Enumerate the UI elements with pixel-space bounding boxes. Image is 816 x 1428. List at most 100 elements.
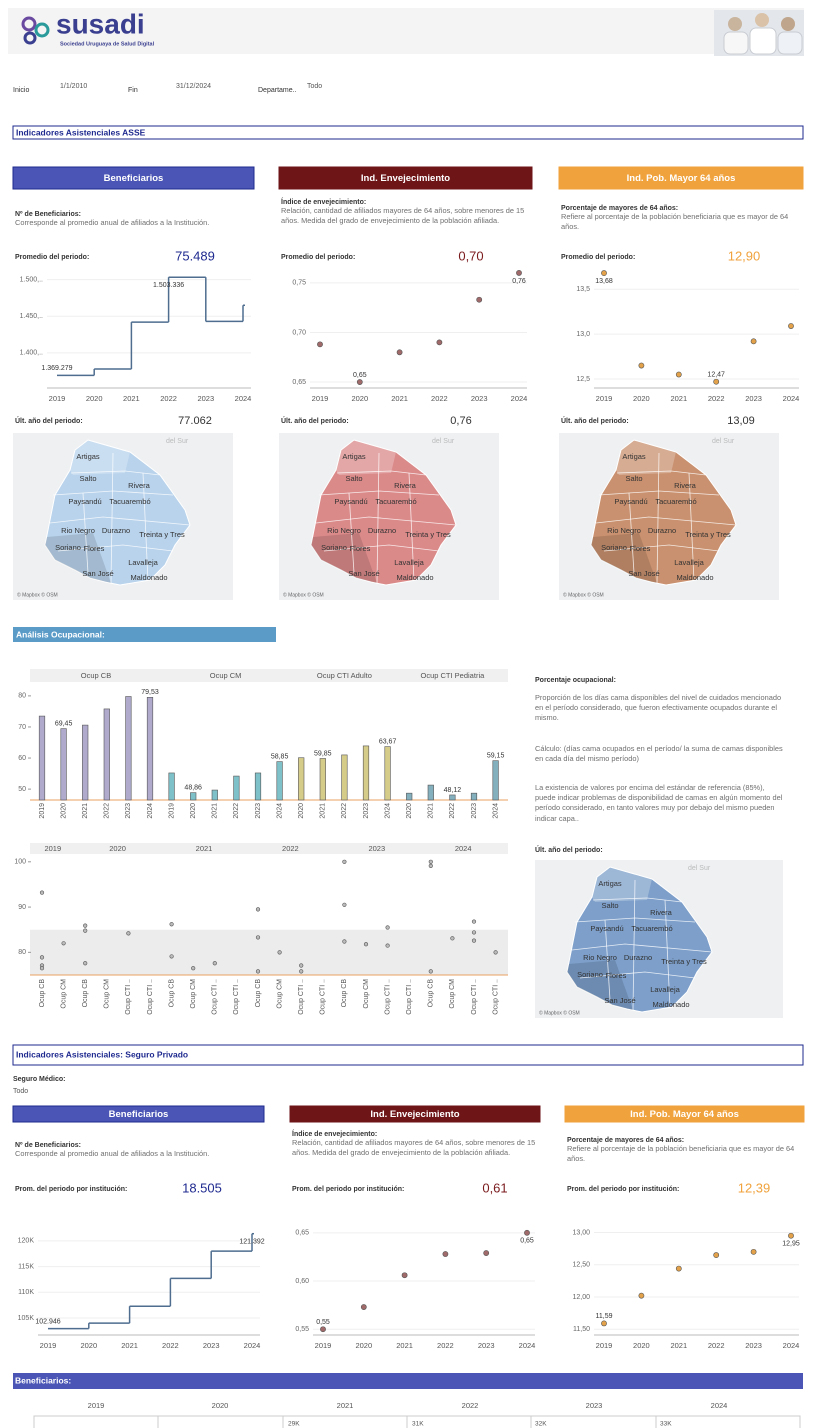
column-header: 2022 bbox=[462, 1401, 479, 1410]
data-point bbox=[277, 950, 282, 955]
data-point bbox=[713, 378, 720, 385]
avg-label: Promedio del periodo: bbox=[561, 254, 635, 261]
map-label: Rivera bbox=[674, 481, 697, 490]
table-cell: 29K bbox=[288, 1421, 300, 1428]
column-label: Ocup CM bbox=[190, 979, 197, 1009]
x-tick-label: 2021 bbox=[670, 1341, 687, 1350]
x-tick-label: 2023 bbox=[478, 1341, 495, 1350]
desc-title: Índice de envejecimiento: bbox=[292, 1129, 377, 1138]
desc-title: Porcentaje de mayores de 64 años: bbox=[561, 205, 678, 212]
year-label: 2019 bbox=[44, 844, 61, 853]
region-shape bbox=[591, 533, 657, 583]
column-label: Ocup CTI .. bbox=[125, 979, 132, 1015]
text-title: Porcentaje ocupacional: bbox=[535, 677, 616, 684]
data-label: 59,85 bbox=[314, 750, 332, 757]
section-title: Análisis Ocupacional: bbox=[16, 629, 105, 639]
column-header: 2021 bbox=[337, 1401, 354, 1410]
x-tick-label: 2023 bbox=[745, 1341, 762, 1350]
data-point bbox=[317, 341, 323, 348]
column-label: Ocup CTI .. bbox=[233, 979, 240, 1015]
avg-value: 18.505 bbox=[182, 1180, 222, 1195]
region-border bbox=[628, 492, 635, 574]
data-point bbox=[396, 349, 403, 356]
data-label: 12,95 bbox=[782, 1241, 800, 1248]
avg-value: 12,39 bbox=[738, 1180, 771, 1195]
bar bbox=[276, 761, 283, 801]
map-label: Treinta y Tres bbox=[661, 957, 707, 966]
panel-header bbox=[12, 166, 255, 190]
y-tick-label: 50 bbox=[18, 786, 26, 793]
map-label: Artigas bbox=[342, 452, 366, 461]
paragraph: Proporción de los días cama disponibles … bbox=[535, 693, 782, 723]
logo-ring bbox=[23, 31, 37, 45]
x-tick-label: 2022 bbox=[437, 1341, 454, 1350]
x-tick-label: 2019 bbox=[168, 803, 175, 819]
column-label: Ocup CTI .. bbox=[471, 979, 478, 1015]
y-tick-label: 13,5 bbox=[576, 286, 590, 293]
region-border bbox=[323, 544, 440, 552]
year-label: 2021 bbox=[196, 844, 213, 853]
region-border bbox=[598, 490, 720, 496]
column-header: 2019 bbox=[88, 1401, 105, 1410]
x-tick-label: 2023 bbox=[363, 803, 370, 819]
map-label: Artigas bbox=[622, 452, 646, 461]
x-tick-label: 2019 bbox=[40, 1341, 57, 1350]
data-point bbox=[255, 969, 261, 974]
data-point bbox=[442, 1251, 449, 1257]
column-header: 2024 bbox=[711, 1401, 728, 1410]
region-shape bbox=[616, 440, 676, 475]
map-label: San José bbox=[82, 569, 113, 578]
column-label: Ocup CM bbox=[104, 979, 111, 1009]
column-label: Ocup CB bbox=[168, 979, 175, 1008]
avg-value: 12,90 bbox=[728, 248, 761, 263]
data-point bbox=[299, 969, 304, 974]
x-tick-label: 2024 bbox=[519, 1341, 536, 1350]
bar bbox=[103, 708, 110, 801]
x-tick-label: 2022 bbox=[341, 803, 348, 819]
x-tick-label: 2020 bbox=[60, 803, 67, 819]
year-header-row bbox=[30, 843, 508, 854]
map-label: Salto bbox=[345, 474, 362, 483]
map-label: Paysandú bbox=[590, 924, 623, 933]
x-tick-label: 2024 bbox=[492, 803, 499, 819]
map-label: Treinta y Tres bbox=[139, 530, 185, 539]
map-label: Soriano bbox=[321, 543, 347, 552]
map-label: Durazno bbox=[624, 953, 652, 962]
y-tick-label: 80 bbox=[18, 949, 26, 956]
table-cell: 33K bbox=[660, 1421, 672, 1428]
data-point bbox=[471, 919, 477, 924]
bar bbox=[384, 746, 391, 801]
map-label: Rivera bbox=[394, 481, 417, 490]
panel-header-text: Ind. Envejecimiento bbox=[361, 173, 450, 184]
x-tick-label: 2022 bbox=[104, 803, 111, 819]
x-tick-label: 2024 bbox=[244, 1341, 261, 1350]
column-label: Ocup CB bbox=[255, 979, 262, 1008]
x-tick-label: 2022 bbox=[431, 394, 448, 403]
map-label: Salto bbox=[625, 474, 642, 483]
y-tick-label: 12,50 bbox=[572, 1262, 590, 1269]
bar bbox=[233, 775, 240, 801]
section-title-bar bbox=[13, 1373, 803, 1389]
region-border bbox=[604, 919, 611, 1001]
map-label: Tacuarembó bbox=[109, 497, 150, 506]
last-label: Últ. año del periodo: bbox=[535, 845, 603, 854]
map-label: Tacuarembó bbox=[655, 497, 696, 506]
map-label: Tacuarembó bbox=[375, 497, 416, 506]
group-label: Ocup CTI Adulto bbox=[317, 671, 372, 680]
x-tick-label: 2024 bbox=[235, 394, 252, 403]
region-border bbox=[616, 470, 707, 476]
column-label: Ocup CTI .. bbox=[406, 979, 413, 1015]
paragraph: La existencia de valores por encima del … bbox=[535, 783, 783, 823]
data-point bbox=[750, 1248, 757, 1255]
x-tick-label: 2019 bbox=[596, 1341, 613, 1350]
year-label: 2022 bbox=[282, 844, 299, 853]
x-tick-label: 2020 bbox=[355, 1341, 372, 1350]
column-label: Ocup CTI .. bbox=[298, 979, 305, 1015]
x-tick-label: 2024 bbox=[147, 803, 154, 819]
map-label: Salto bbox=[79, 474, 96, 483]
reference-band bbox=[30, 929, 508, 975]
x-tick-label: 2020 bbox=[86, 394, 103, 403]
x-tick-label: 2019 bbox=[39, 803, 46, 819]
column-label: Ocup CB bbox=[341, 979, 348, 1008]
data-label: 48,86 bbox=[184, 785, 202, 792]
